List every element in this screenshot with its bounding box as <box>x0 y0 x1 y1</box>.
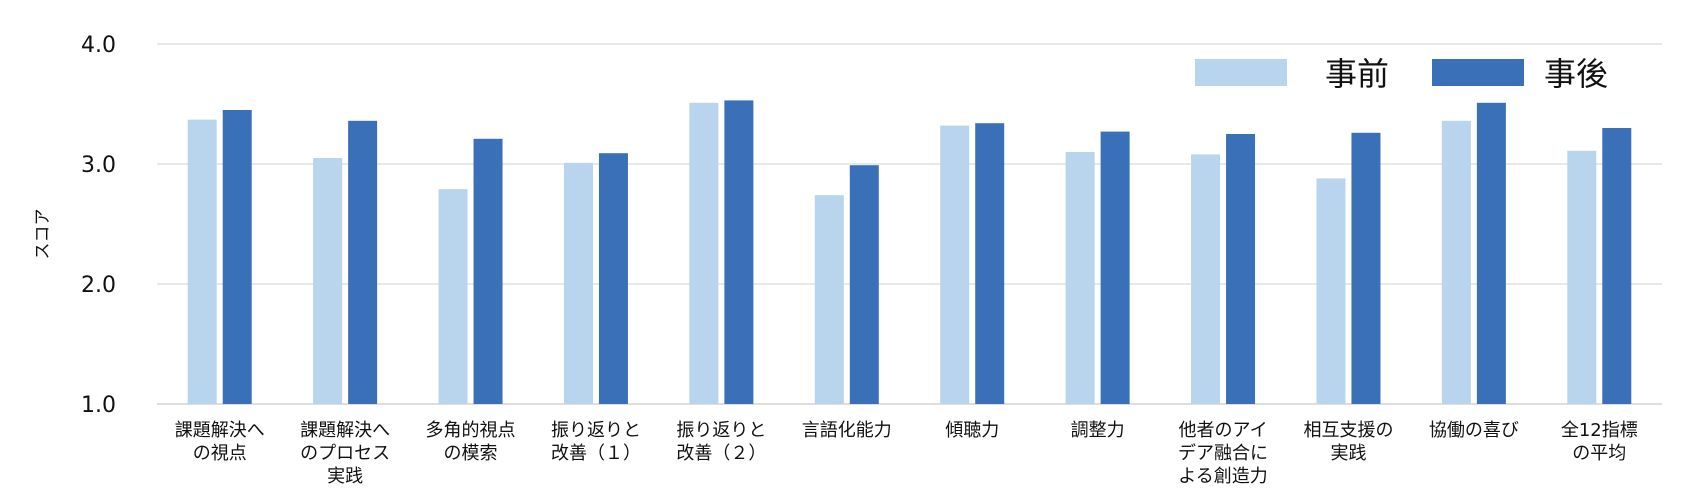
category-label: の平均 <box>1572 443 1626 464</box>
bar-post-7 <box>975 123 1005 404</box>
legend: 事前 事後 <box>1195 55 1608 93</box>
legend-label-post: 事後 <box>1544 55 1608 93</box>
bar-pre-11 <box>1441 120 1471 405</box>
category-label: 調整力 <box>1071 420 1125 441</box>
y-tick-label: 4.0 <box>81 33 116 58</box>
category-label: 課題解決へ <box>175 420 265 441</box>
category-label: デア融合に <box>1178 443 1268 464</box>
bar-pre-8 <box>1065 152 1095 404</box>
category-label: の模索 <box>444 443 498 464</box>
bar-pre-12 <box>1567 150 1597 404</box>
bar-pre-1 <box>187 119 217 404</box>
category-label: 課題解決へ <box>300 420 390 441</box>
bar-post-6 <box>849 165 879 404</box>
bar-pre-2 <box>313 158 343 404</box>
bar-post-10 <box>1351 132 1381 405</box>
x-axis-categories: 課題解決への視点課題解決へのプロセス実践多角的視点の模索振り返りと改善（１）振り… <box>175 420 1638 487</box>
bar-post-2 <box>348 120 378 405</box>
bar-post-4 <box>598 153 628 404</box>
category-label: 実践 <box>1330 443 1366 464</box>
category-label: 傾聴力 <box>945 420 999 441</box>
bar-post-12 <box>1602 128 1632 404</box>
category-label: 実践 <box>327 466 363 487</box>
category-label: よる創造力 <box>1178 466 1267 487</box>
category-label: 全12指標 <box>1561 420 1638 441</box>
y-tick-label: 3.0 <box>81 153 116 178</box>
category-label: 相互支援の <box>1303 420 1393 441</box>
bars <box>187 100 1632 405</box>
legend-label-pre: 事前 <box>1325 55 1389 93</box>
legend-swatch-pre <box>1195 59 1287 86</box>
y-axis-ticks: 1.0 2.0 3.0 4.0 <box>81 33 116 418</box>
bar-pre-5 <box>689 102 719 405</box>
category-label: 改善（２） <box>676 443 766 464</box>
category-label: のプロセス <box>300 443 390 464</box>
bar-post-11 <box>1476 102 1506 405</box>
y-tick-label: 1.0 <box>81 393 116 418</box>
y-axis-label: スコア <box>33 209 53 260</box>
bar-post-5 <box>724 100 754 405</box>
category-label: の視点 <box>193 443 247 464</box>
y-tick-label: 2.0 <box>81 273 116 298</box>
bar-pre-6 <box>814 195 844 404</box>
category-label: 他者のアイ <box>1178 420 1267 441</box>
category-label: 改善（１） <box>551 443 641 464</box>
category-label: 振り返りと <box>676 420 766 441</box>
bar-pre-9 <box>1191 154 1221 404</box>
bar-post-9 <box>1226 134 1256 404</box>
bar-post-1 <box>222 110 252 404</box>
category-label: 多角的視点 <box>426 420 516 441</box>
legend-swatch-post <box>1432 59 1524 86</box>
category-label: 協働の喜び <box>1429 420 1519 441</box>
bar-post-8 <box>1100 131 1130 404</box>
bar-pre-10 <box>1316 178 1346 404</box>
category-label: 言語化能力 <box>802 420 892 441</box>
bar-pre-3 <box>438 189 468 404</box>
gridlines <box>157 43 1662 405</box>
category-label: 振り返りと <box>551 420 641 441</box>
bar-pre-4 <box>563 162 593 404</box>
bar-pre-7 <box>940 125 970 404</box>
bar-post-3 <box>473 138 503 405</box>
